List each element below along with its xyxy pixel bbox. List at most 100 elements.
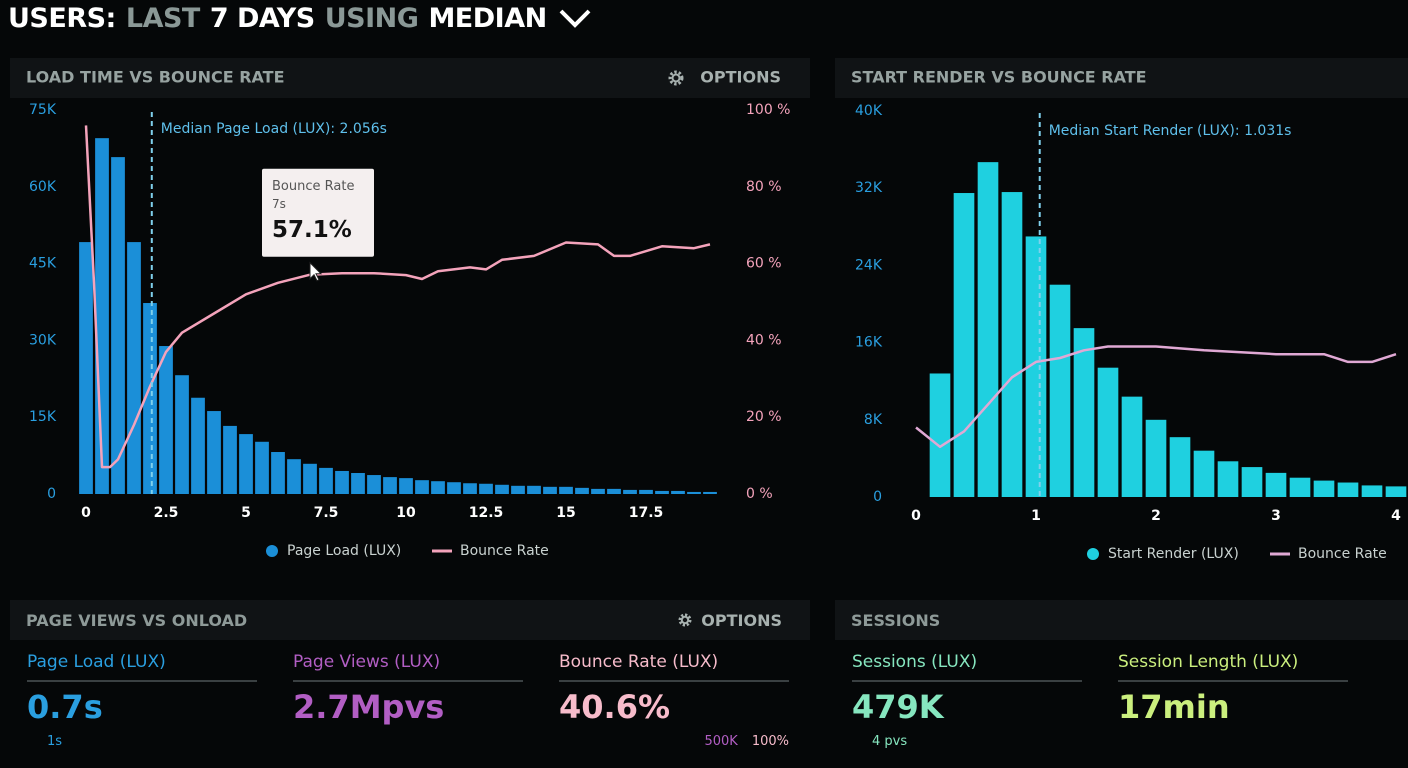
tooltip-value: 57.1% — [272, 217, 352, 243]
options-button[interactable]: OPTIONS — [677, 611, 782, 630]
legend-label: Start Render (LUX) — [1108, 546, 1239, 562]
bar — [159, 346, 173, 494]
bar — [1169, 437, 1191, 497]
bar — [575, 487, 589, 494]
stat-label: Session Length (LUX) — [1118, 652, 1348, 682]
y2-tick-label: 100 % — [746, 102, 790, 118]
stat-value: 40.6% — [559, 688, 671, 726]
bar — [511, 485, 525, 494]
gear-ring — [671, 73, 681, 83]
charts: LOAD TIME VS BOUNCE RATE OPTIONS015K30K45… — [10, 58, 1408, 562]
header-part[interactable]: 7 DAYS — [209, 2, 315, 34]
bar — [287, 459, 301, 494]
bar — [1145, 419, 1167, 497]
stat-value: 2.7Mpvs — [293, 688, 445, 726]
bar — [543, 486, 557, 494]
panel-title: PAGE VIEWS VS ONLOAD — [26, 610, 248, 630]
bar — [383, 477, 397, 494]
bar — [977, 162, 999, 497]
bar — [111, 157, 125, 494]
y-tick-label: 75K — [29, 102, 57, 118]
bar — [687, 491, 701, 494]
bar — [351, 473, 365, 494]
bar — [1001, 192, 1023, 497]
chart-title: LOAD TIME VS BOUNCE RATE — [26, 68, 285, 87]
x-tick-label: 10 — [396, 505, 416, 521]
y-tick-label: 40K — [855, 103, 883, 119]
line — [915, 345, 1397, 449]
y2-tick-label: 20 % — [746, 409, 782, 425]
chart-title: START RENDER VS BOUNCE RATE — [851, 68, 1147, 87]
stats-row: Sessions (LUX) 479K 4 pvs Session Length (L… — [835, 640, 1408, 749]
bar — [175, 375, 189, 494]
header-part[interactable]: MEDIAN — [428, 2, 547, 34]
x-tick-label: 2 — [1151, 508, 1161, 524]
gear-icon[interactable] — [668, 70, 684, 86]
stat-label: Page Load (LUX) — [27, 652, 257, 682]
stat-panel: PAGE VIEWS VS ONLOAD OPTIONS Page Load (LU… — [10, 600, 810, 768]
stat-label: Page Views (LUX) — [293, 652, 523, 682]
bar — [463, 483, 477, 494]
options-label[interactable]: OPTIONS — [701, 610, 782, 630]
x-tick-label: 1 — [1031, 508, 1041, 524]
x-tick-label: 4 — [1391, 508, 1401, 524]
stat-notes: 500K 100% — [559, 734, 789, 749]
bar — [271, 452, 285, 494]
stat: Session Length (LUX) 17min — [1118, 652, 1348, 749]
panel-title: SESSIONS — [851, 610, 941, 630]
median-label: Median Page Load (LUX): 2.056s — [161, 121, 387, 137]
legend-label: Page Load (LUX) — [287, 543, 401, 559]
options-button[interactable]: OPTIONS — [700, 68, 781, 87]
header-part[interactable]: LAST — [125, 2, 200, 34]
bar — [143, 303, 157, 494]
tooltip-box — [262, 168, 374, 257]
tooltip-x: 7s — [272, 197, 286, 211]
panel-header — [10, 58, 810, 98]
bar — [207, 411, 221, 494]
cursor — [309, 261, 323, 282]
panel-header: PAGE VIEWS VS ONLOAD OPTIONS — [10, 600, 810, 640]
header-part[interactable]: USERS: — [8, 2, 116, 34]
bar — [953, 193, 975, 497]
bar — [639, 489, 653, 494]
x-tick-label: 12.5 — [469, 505, 504, 521]
header-part[interactable]: USING — [324, 2, 419, 34]
stat: Sessions (LUX) 479K 4 pvs — [852, 652, 1082, 749]
y2-tick-label: 80 % — [746, 179, 782, 195]
bar — [527, 485, 541, 494]
stat-note: 1s — [47, 734, 63, 749]
bar — [1073, 328, 1095, 497]
gear-icon[interactable] — [677, 612, 693, 628]
bar — [1385, 486, 1407, 497]
stat-note: 500K — [704, 734, 738, 749]
y-tick-label: 32K — [855, 180, 883, 196]
bar — [303, 463, 317, 494]
bar — [191, 397, 205, 494]
bar — [559, 486, 573, 494]
bar — [367, 475, 381, 494]
bar — [255, 441, 269, 494]
chevron[interactable] — [557, 6, 597, 30]
bar — [399, 478, 413, 494]
bar — [127, 242, 141, 494]
y-tick-label: 0 — [873, 489, 882, 505]
stat: Page Views (LUX) 2.7Mpvs — [293, 652, 523, 749]
x-tick-label: 3 — [1271, 508, 1281, 524]
bar — [591, 488, 605, 494]
bar — [1241, 467, 1263, 497]
legend-label: Bounce Rate — [1298, 546, 1387, 562]
y2-tick-label: 60 % — [746, 256, 782, 272]
bar — [1025, 236, 1047, 497]
stat: Bounce Rate (LUX) 40.6% 500K 100% — [559, 652, 789, 749]
legend-swatch — [266, 545, 278, 557]
bar — [1337, 482, 1359, 497]
bar — [335, 470, 349, 494]
tooltip: Bounce Rate 7s 57.1% — [262, 168, 374, 282]
legend-swatch — [1087, 548, 1099, 560]
line — [84, 125, 711, 469]
stats-row: Page Load (LUX) 0.7s 1s Page Views (LUX) 2.7… — [10, 640, 810, 749]
bar — [495, 484, 509, 494]
bar — [479, 483, 493, 494]
header[interactable]: USERS: LAST 7 DAYS USING MEDIAN — [8, 0, 597, 36]
